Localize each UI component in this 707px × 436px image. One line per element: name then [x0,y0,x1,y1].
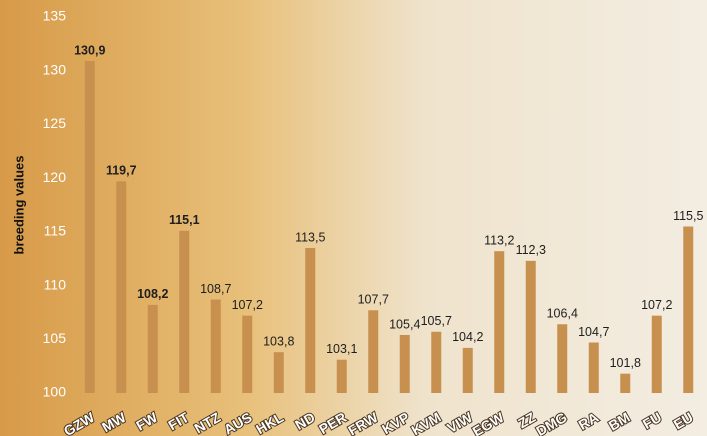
bar [651,315,662,393]
value-label: 103,1 [326,342,357,356]
bar [683,226,694,393]
bar [368,310,379,393]
value-label: 103,8 [263,334,294,348]
value-label: 113,2 [484,233,514,247]
value-label: 108,2 [137,287,168,301]
y-tick-label: 100 [43,384,67,400]
bar [147,304,158,393]
bar [462,347,473,393]
value-label: 115,5 [673,209,703,223]
bar [84,61,95,393]
value-label: 113,5 [295,230,325,244]
value-label: 130,9 [74,43,105,57]
y-tick-label: 120 [43,169,67,185]
value-label: 112,3 [516,243,546,257]
bar [179,230,190,393]
bar [431,331,442,393]
bar [525,260,536,393]
bar [273,352,284,393]
value-label: 104,2 [452,330,483,344]
bar [399,334,410,393]
bar [336,359,347,393]
value-label: 104,7 [578,325,609,339]
value-label: 106,4 [547,307,578,321]
bar [588,342,599,393]
value-label: 107,7 [358,293,389,307]
bar [116,181,127,393]
bar [305,247,316,393]
bar [242,315,253,393]
value-label: 108,7 [200,282,231,296]
y-tick-label: 105 [43,330,67,346]
bar [557,324,568,393]
y-tick-label: 130 [43,61,67,77]
y-tick-label: 125 [43,115,67,131]
value-label: 101,8 [610,356,641,370]
value-label: 119,7 [106,164,137,178]
y-tick-label: 135 [43,8,67,24]
value-label: 105,7 [421,314,452,328]
bar [620,373,631,393]
value-label: 107,2 [641,298,672,312]
y-axis-label: breeding values [11,156,26,255]
bar [494,251,505,393]
value-label: 107,2 [232,298,263,312]
value-label: 115,1 [169,213,200,227]
y-tick-label: 115 [44,223,67,239]
bar [210,299,221,393]
value-label: 105,4 [389,317,420,331]
y-tick-label: 110 [44,276,67,292]
